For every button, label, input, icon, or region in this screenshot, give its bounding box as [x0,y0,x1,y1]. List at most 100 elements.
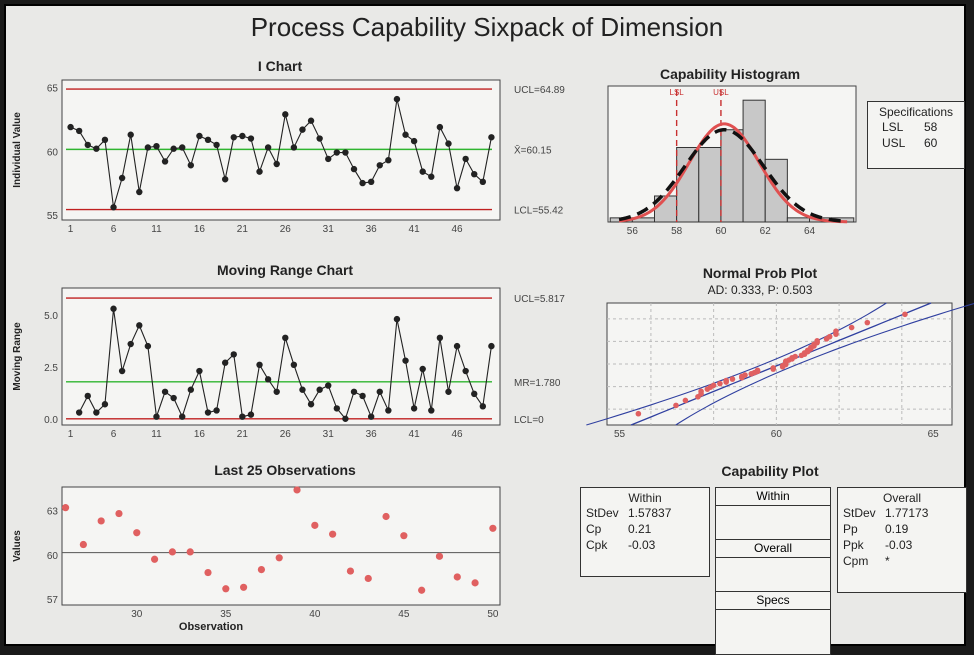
last25-point [293,486,301,494]
within-cp-value: 0.21 [628,522,652,536]
overall-interval-label: Overall [716,540,830,558]
mr-chart-point [367,413,375,420]
overall-stdev-label: StDev [843,506,876,520]
mr-chart-point [239,413,246,420]
i-chart-point [153,142,160,150]
mr-chart-point [462,367,469,375]
mr-chart-point [299,386,306,393]
last25-point [471,579,479,587]
mr-chart-point [84,392,91,400]
last25-point [97,517,105,525]
specifications-header: Specifications [878,105,954,119]
overall-cpm-value: * [885,554,890,568]
mr-chart-plot-area [61,287,501,426]
histogram-curve-within [618,122,848,224]
normal-prob-ci-lower [586,302,887,426]
normal-prob-point [729,376,736,382]
histogram-bar [676,146,700,223]
i-chart-point [110,204,117,211]
last25-point [275,554,283,562]
mr-chart-ref-label: UCL=5.817 [514,294,565,305]
overall-pp-label: Pp [843,522,858,536]
mr-chart-point [350,388,358,395]
within-cp-label: Cp [586,522,602,536]
normal-prob-x-tick: 60 [771,429,783,440]
i-chart-point [179,144,186,151]
spec-lsl-value: 58 [924,120,938,134]
i-chart-point [256,168,263,175]
normal-prob-point [814,338,820,344]
spec-lsl-label: LSL [882,120,904,134]
mr-chart-point [385,407,392,414]
overall-ppk-label: Ppk [843,538,864,552]
i-chart-title: I Chart [257,58,303,74]
normal-prob-point [742,372,748,378]
i-chart-point [462,155,469,163]
normal-prob-point [833,328,839,335]
last25-x-tick: 40 [309,609,321,620]
last25-point [257,566,266,574]
mr-chart-point [488,342,495,350]
i-chart-point [230,134,237,141]
i-chart-ref-label: LCL=55.42 [514,206,564,217]
last25-point [133,529,141,537]
specifications-box: Specifications LSL 58 USL 60 [867,101,965,169]
i-chart-point [136,188,143,196]
mr-chart-title: Moving Range Chart [216,262,354,278]
histogram-x-tick: 58 [671,226,683,237]
i-chart-y-tick: 60 [47,147,59,158]
normal-prob-point [717,380,723,387]
mr-chart-y-tick: 2.5 [44,363,58,374]
last25-y-tick: 60 [47,551,59,562]
within-stdev-value: 1.57837 [628,506,672,520]
normal-prob-point [682,397,689,404]
last25-x-tick: 45 [398,609,410,620]
histogram-bar [720,129,744,223]
mr-chart-point [204,409,212,416]
mr-chart-x-tick: 46 [451,429,463,440]
within-header: Within [628,491,662,505]
normal-prob-point [864,319,871,326]
last25-point [150,555,159,563]
within-interval-label: Within [716,488,830,506]
i-chart-point [376,162,383,169]
mr-chart-point [307,401,315,408]
mr-chart-x-tick: 36 [366,429,378,440]
overall-pp-value: 0.19 [885,522,909,536]
normal-prob-title: Normal Prob Plot [702,265,818,281]
mr-chart-point [264,376,272,383]
histogram-x-tick: 64 [804,226,816,237]
i-chart-point [290,144,298,151]
mr-chart-point [419,365,426,373]
report-title: Process Capability Sixpack of Dimension [250,12,724,42]
i-chart-point [299,126,306,133]
i-chart-point [101,136,109,144]
mr-chart-point [471,390,478,398]
last25-point [364,574,372,583]
histogram-x-tick: 56 [627,226,639,237]
i-chart-point [428,173,435,180]
i-chart-point [75,127,83,135]
capability-plot-title: Capability Plot [721,463,819,479]
i-chart-point [144,144,152,151]
i-chart-x-tick: 21 [237,224,249,235]
overall-stats-box: Overall StDev 1.77173 Pp 0.19 Ppk -0.03 Cpm… [837,487,967,593]
mr-chart-x-tick: 41 [409,429,421,440]
last25-point [115,509,123,518]
normal-prob-x-tick: 55 [614,429,626,440]
i-chart-x-tick: 6 [111,224,117,235]
i-chart-ref-label: UCL=64.89 [514,85,565,96]
normal-prob-subtitle: AD: 0.333, P: 0.503 [707,283,813,297]
normal-prob-point [723,377,729,384]
last25-point [79,540,87,549]
i-chart-point [170,145,177,152]
i-chart-point [367,178,375,186]
i-chart-point [264,144,272,151]
i-chart-point [325,155,332,163]
i-chart-point [410,137,418,145]
last25-x-tick: 30 [131,609,143,620]
i-chart-point [393,95,401,103]
i-chart-point [359,179,366,187]
i-chart-line [70,98,492,208]
